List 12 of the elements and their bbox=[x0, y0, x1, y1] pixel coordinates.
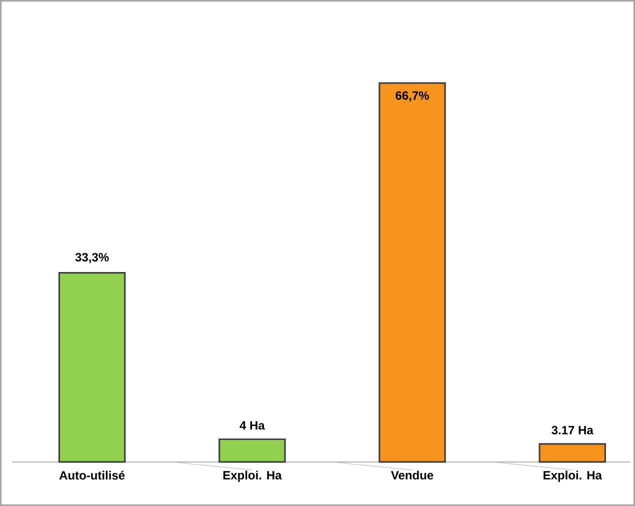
data-label: 4 Ha bbox=[240, 421, 265, 430]
bar bbox=[58, 272, 126, 463]
x-tick-label: Vendue bbox=[391, 470, 434, 480]
bar bbox=[378, 82, 446, 463]
data-label: 3.17 Ha bbox=[552, 426, 594, 434]
data-label: 66,7% bbox=[396, 91, 429, 102]
x-tick-label: Exploi. Ha bbox=[223, 470, 282, 482]
data-label: 33,3% bbox=[75, 252, 109, 264]
bar bbox=[218, 438, 286, 463]
x-tick-label: Auto-utilisé bbox=[59, 470, 125, 480]
x-tick-label: Exploi. Ha bbox=[544, 470, 602, 482]
bar bbox=[538, 443, 606, 463]
